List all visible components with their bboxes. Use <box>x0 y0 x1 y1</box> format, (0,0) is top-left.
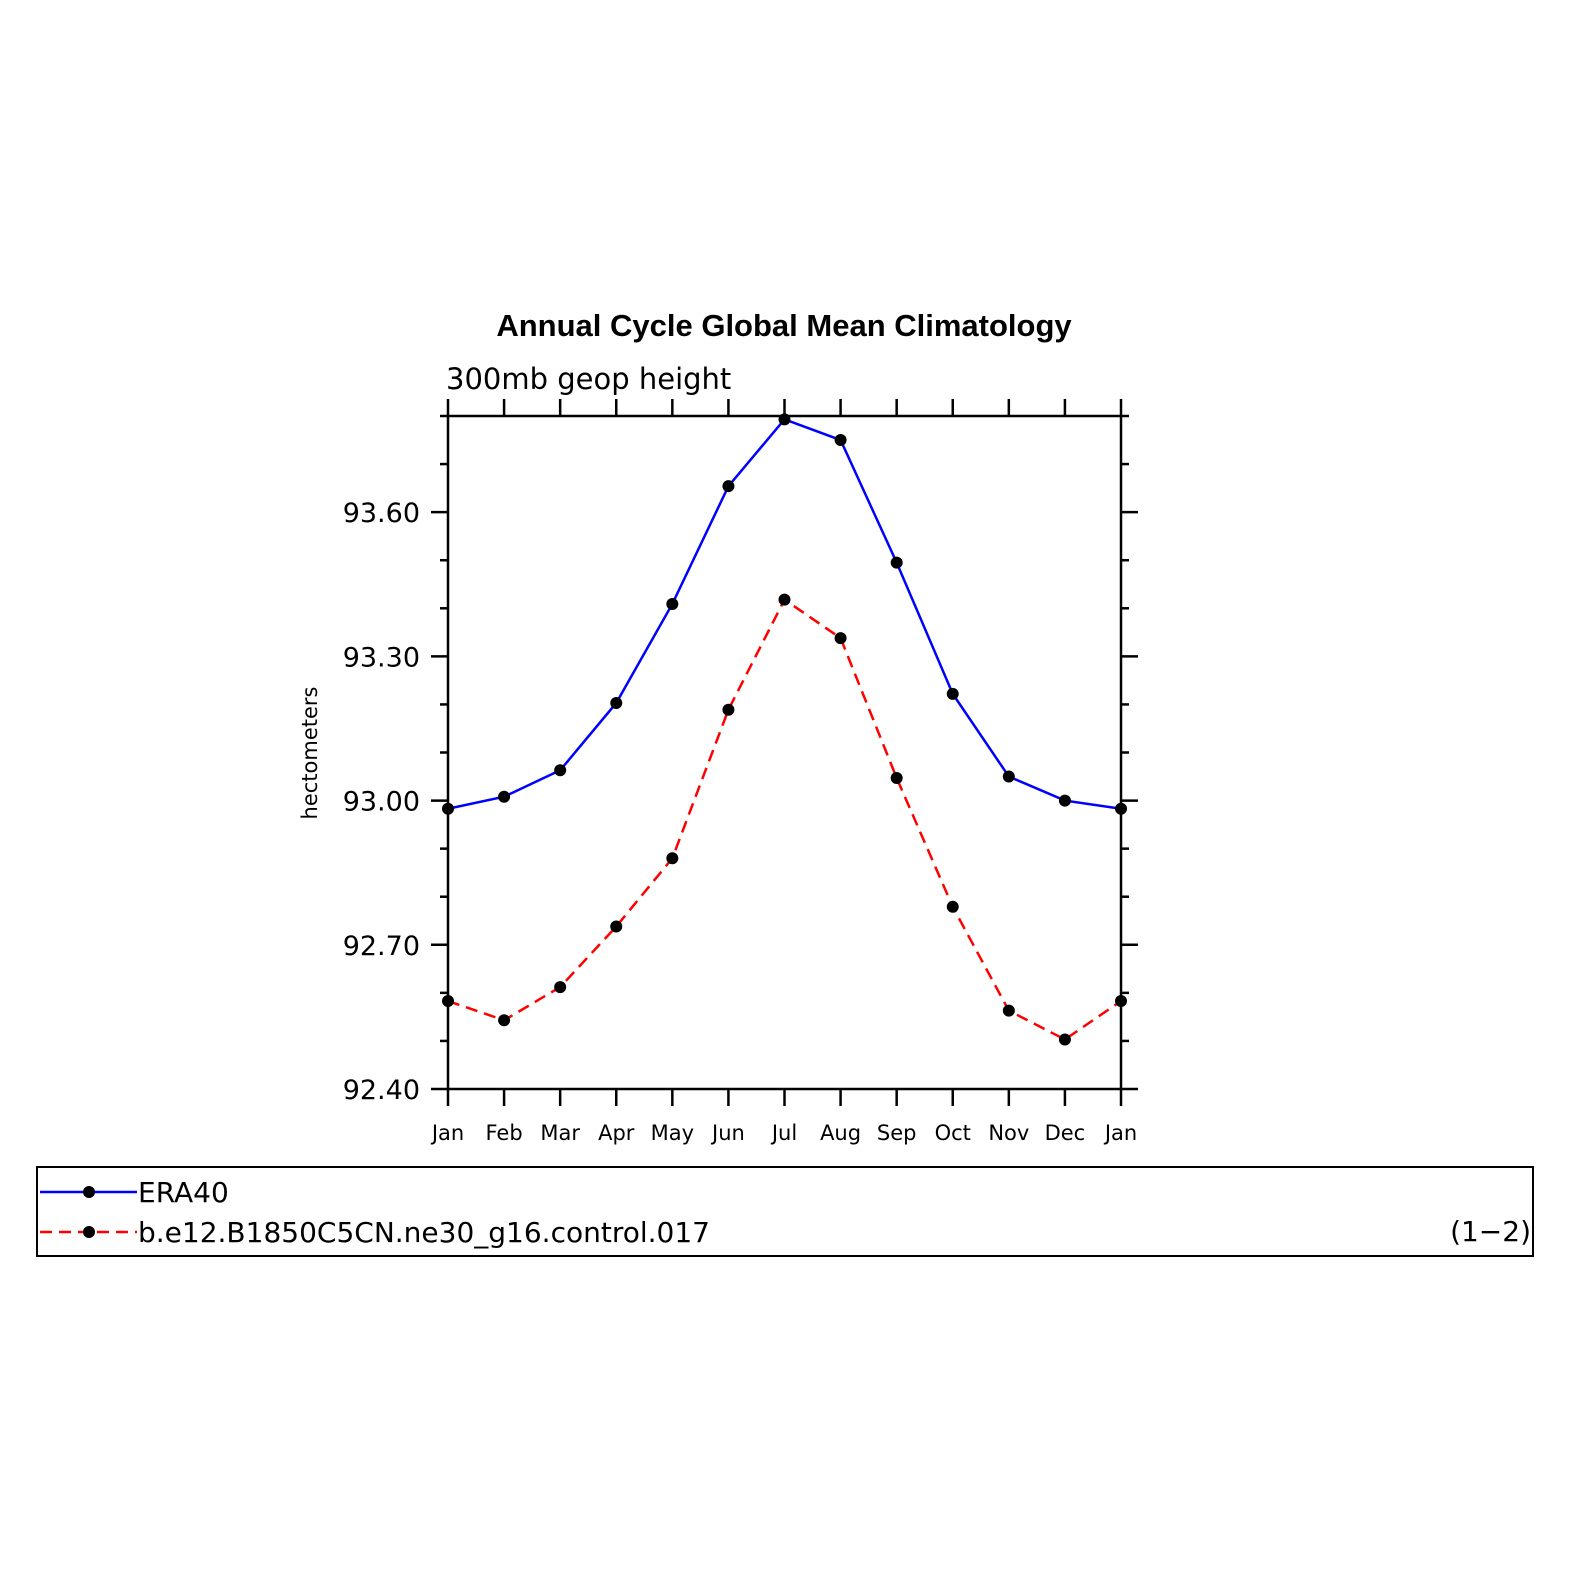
legend-label: ERA40 <box>138 1176 229 1209</box>
data-point <box>498 1014 511 1027</box>
series-line <box>447 417 1122 810</box>
data-point <box>946 900 959 913</box>
data-point <box>554 764 567 777</box>
data-point <box>778 593 791 606</box>
legend-entries: ERA40 b.e12.B1850C5CN.ne30_g16.control.01… <box>40 1176 710 1249</box>
legend-label: b.e12.B1850C5CN.ne30_g16.control.017 <box>138 1216 710 1249</box>
legend-item: ERA40 <box>40 1176 229 1209</box>
legend: ERA40 b.e12.B1850C5CN.ne30_g16.control.01… <box>36 1166 1534 1257</box>
x-tick-label: Nov <box>988 1121 1029 1145</box>
data-point <box>610 920 623 933</box>
data-point <box>666 597 679 610</box>
legend-box <box>36 1166 1534 1257</box>
plot-frame <box>446 414 1123 1091</box>
x-tick-label: Oct <box>935 1121 971 1145</box>
data-point <box>498 790 511 803</box>
data-point <box>890 771 903 784</box>
y-tick-labels: 92.40 92.70 93.00 93.30 93.60 <box>343 498 420 1106</box>
data-point <box>834 434 847 447</box>
data-point <box>1002 770 1015 783</box>
data-point <box>554 981 567 994</box>
data-point <box>890 556 903 569</box>
data-point <box>1058 1033 1071 1046</box>
x-tick-label: Jan <box>430 1121 464 1145</box>
y-tick-label: 93.30 <box>343 642 420 673</box>
x-tick-label: Sep <box>877 1121 917 1145</box>
x-tick-label: Jul <box>770 1121 797 1145</box>
legend-swatch-marker <box>83 1186 95 1198</box>
y-tick-label: 93.60 <box>343 498 420 529</box>
x-tick-label: Dec <box>1045 1121 1086 1145</box>
data-point <box>610 696 623 709</box>
x-tick-label: Mar <box>540 1121 580 1145</box>
x-tick-labels: Jan Feb Mar Apr May Jun Jul Aug Sep Oct Nov Dec Jan <box>430 1121 1137 1145</box>
y-tick-label: 92.70 <box>343 931 420 962</box>
series <box>442 413 1127 815</box>
data-point <box>1002 1004 1015 1017</box>
y-axis-label: hectometers <box>298 687 322 820</box>
x-tick-label: Jun <box>710 1121 745 1145</box>
data-point <box>834 632 847 645</box>
panel-tag: (1−2) <box>1450 1215 1531 1248</box>
x-tick-label: Jan <box>1103 1121 1137 1145</box>
x-tick-label: Aug <box>820 1121 861 1145</box>
axis-ticks <box>431 399 1138 1106</box>
data-point <box>666 852 679 865</box>
chart-subtitle: 300mb geop height <box>446 362 731 396</box>
data-point <box>722 703 735 716</box>
chart-title: Annual Cycle Global Mean Climatology <box>496 308 1072 343</box>
series-line <box>447 597 1122 1041</box>
data-point <box>946 687 959 700</box>
x-tick-label: Apr <box>598 1121 635 1145</box>
series <box>442 593 1127 1046</box>
legend-swatch-marker <box>83 1226 95 1238</box>
legend-item: b.e12.B1850C5CN.ne30_g16.control.017 <box>40 1216 710 1249</box>
data-point <box>722 480 735 493</box>
y-tick-label: 93.00 <box>343 787 420 818</box>
x-tick-label: Feb <box>485 1121 522 1145</box>
y-tick-label: 92.40 <box>343 1075 420 1106</box>
x-tick-label: May <box>651 1121 694 1145</box>
series-lines <box>442 413 1127 1046</box>
data-point <box>1058 794 1071 807</box>
